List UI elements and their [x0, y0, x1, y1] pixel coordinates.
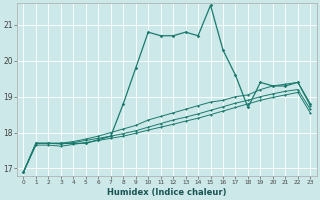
- X-axis label: Humidex (Indice chaleur): Humidex (Indice chaleur): [107, 188, 227, 197]
